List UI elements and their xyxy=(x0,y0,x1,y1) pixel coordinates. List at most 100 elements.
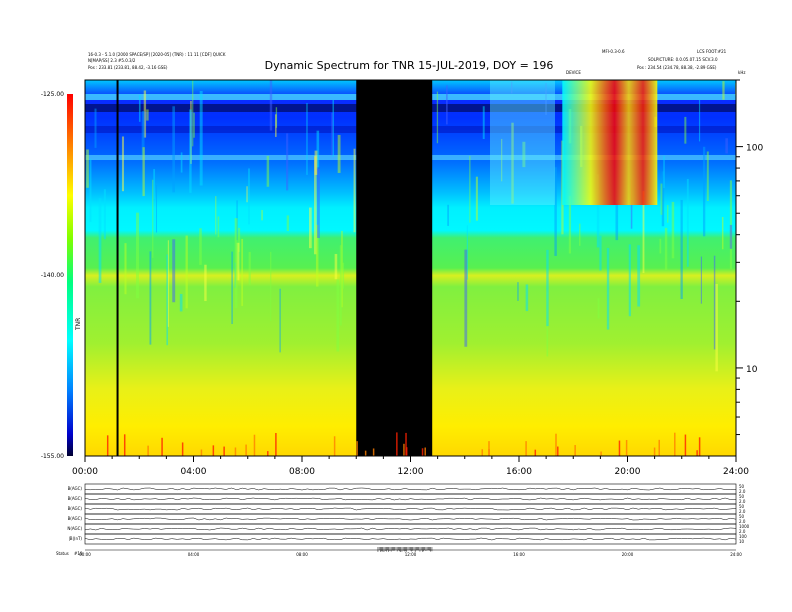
footer-value: #10 xyxy=(74,551,83,556)
x-tick-label: 24:00 xyxy=(723,467,749,477)
spike xyxy=(696,450,698,456)
streak xyxy=(180,152,183,173)
top-right-unit: kHz xyxy=(738,70,745,75)
spike xyxy=(698,437,701,456)
streak xyxy=(337,134,341,173)
streak xyxy=(729,180,733,269)
streak xyxy=(236,242,240,281)
header-right-line1: SOLPICTURE: 0.0.05.07.15 SCV.3.0 xyxy=(648,57,718,62)
streak xyxy=(447,204,450,226)
colorbar xyxy=(67,94,73,456)
panel-right-bottom: 2.0 xyxy=(739,489,746,494)
spike xyxy=(488,449,490,456)
spike xyxy=(356,441,358,456)
streak xyxy=(317,168,320,239)
panel-right-bottom: 10 xyxy=(739,539,745,544)
spike xyxy=(600,451,602,456)
streak xyxy=(270,251,272,322)
spike xyxy=(574,445,576,456)
streak xyxy=(568,196,572,254)
spike xyxy=(396,432,398,456)
streak xyxy=(628,244,631,317)
streak xyxy=(155,185,158,233)
y-axis: 10 100 xyxy=(736,79,763,436)
spike xyxy=(364,450,367,456)
radio-burst xyxy=(562,80,658,205)
panel-trace xyxy=(84,527,737,531)
streak xyxy=(341,230,343,308)
spike xyxy=(525,441,527,456)
spike xyxy=(200,449,203,456)
streak xyxy=(702,146,706,237)
panel-trace xyxy=(84,537,737,541)
colorbar-ticks: -125.00 -140.00 -155.00 xyxy=(41,91,64,460)
spike xyxy=(372,448,375,456)
panel-label: N(AGC) xyxy=(67,526,82,531)
spike xyxy=(212,445,215,456)
streak xyxy=(204,264,207,302)
spike xyxy=(333,436,336,456)
colorbar-tick-label: -140.00 xyxy=(41,272,64,279)
streak xyxy=(522,141,526,168)
streak xyxy=(152,179,154,258)
streak xyxy=(306,103,308,175)
streak xyxy=(706,151,709,201)
header-left-line2: N[MAP/SS] 2.3 #5.0.3/2 xyxy=(88,58,136,63)
header-left-line1: 16-0.3 - 5.1.0 [2000 SPACE/SP] [2020-05]… xyxy=(88,52,226,57)
streak xyxy=(525,284,529,312)
streak xyxy=(316,130,320,168)
streak xyxy=(663,155,665,189)
streak xyxy=(686,178,689,267)
panel-right-bottom: 2.0 xyxy=(739,529,746,534)
top-marker: DEVICE xyxy=(566,70,581,75)
streak xyxy=(546,249,549,327)
spike xyxy=(557,446,559,456)
header-left-line3: Pos : 233.81 (233.81, 88.42, -3.16 GSE) xyxy=(88,65,168,70)
streak xyxy=(98,198,102,283)
streak xyxy=(142,147,145,197)
streak xyxy=(143,90,147,138)
streak xyxy=(659,238,662,254)
panel-trace xyxy=(84,517,737,521)
streak xyxy=(166,254,168,346)
streak xyxy=(217,216,220,238)
panel-trace xyxy=(84,487,737,491)
streak xyxy=(269,80,273,131)
streak xyxy=(241,238,244,306)
streak xyxy=(189,109,192,193)
streak xyxy=(192,80,194,147)
spike xyxy=(658,439,660,456)
streak xyxy=(231,251,233,324)
streak xyxy=(698,99,701,142)
chart-title: Dynamic Spectrum for TNR 15-JUL-2019, DO… xyxy=(265,59,554,72)
x-tick-label: 00:00 xyxy=(72,467,98,477)
streak xyxy=(248,251,251,285)
spike xyxy=(234,447,237,456)
y-tick-label: 10 xyxy=(746,365,758,375)
spike xyxy=(481,449,484,456)
streak xyxy=(680,199,683,300)
streak xyxy=(642,191,645,273)
footer-label: Status xyxy=(56,551,69,556)
spike xyxy=(653,447,656,456)
x-tick-label: 08:00 xyxy=(289,467,315,477)
streak xyxy=(309,207,312,249)
panel-time-label: 24:00 xyxy=(730,552,742,557)
streak xyxy=(667,205,669,223)
panel-label: B(AGC) xyxy=(68,496,83,501)
panel-right-top: 1000 xyxy=(739,524,750,529)
streak xyxy=(615,203,619,241)
panel-right-top: 100 xyxy=(739,534,747,539)
y-tick-label: 100 xyxy=(746,144,763,154)
streak xyxy=(138,95,141,122)
streak xyxy=(660,183,663,215)
lower-panels: B(AGC) 502.0B(AGC) 502.0B(AGC) 502.0B(AGC) 5… xyxy=(67,483,750,557)
panel-time-label: 20:00 xyxy=(622,552,634,557)
streak xyxy=(266,155,270,187)
streak xyxy=(234,218,238,308)
spike xyxy=(181,442,184,456)
streak xyxy=(700,256,703,304)
streak xyxy=(179,293,183,312)
spike xyxy=(684,434,687,456)
